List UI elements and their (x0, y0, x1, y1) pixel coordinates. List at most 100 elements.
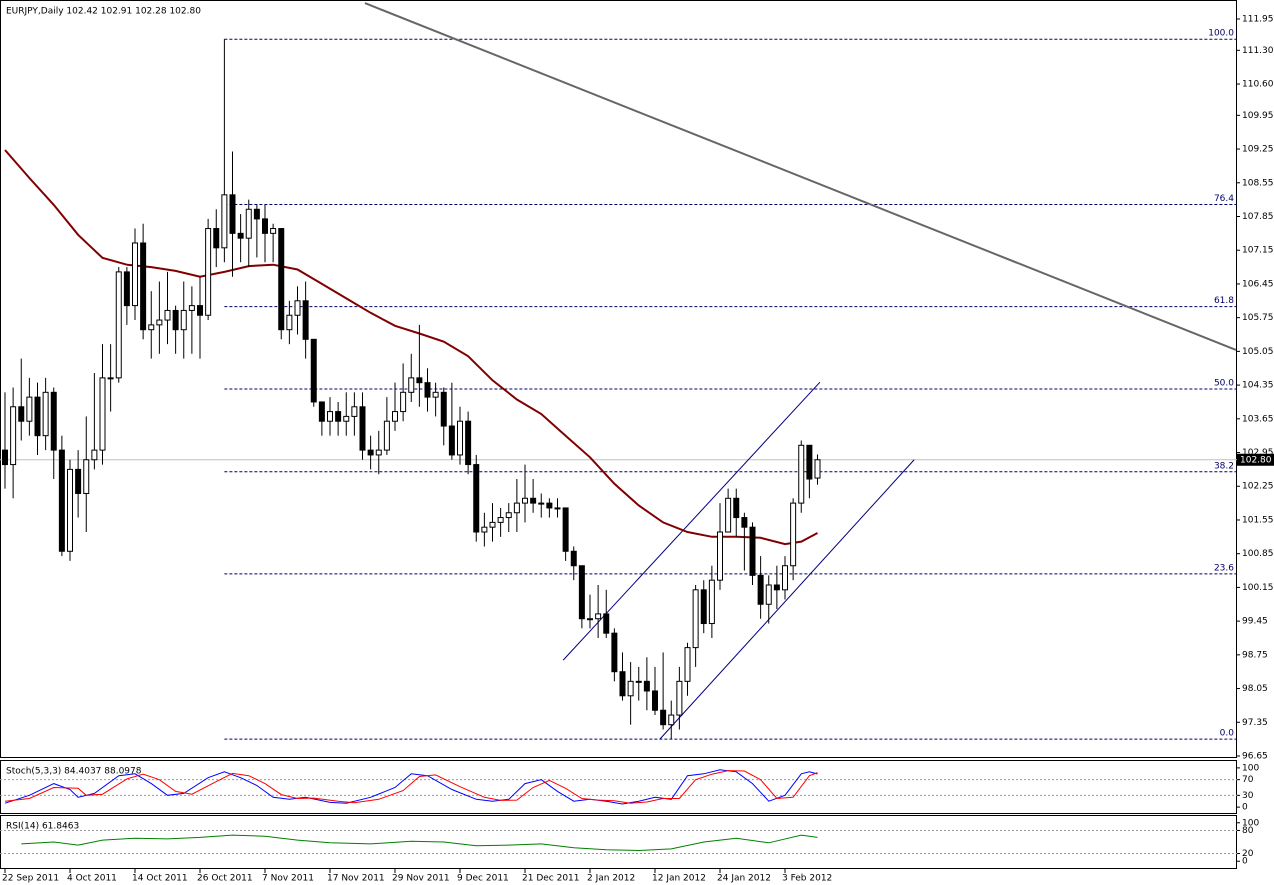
candle-body (546, 502, 553, 509)
y-tick-label: 111.30 (1242, 46, 1274, 56)
candle-body (359, 406, 366, 451)
y-tick-label: 104.35 (1242, 381, 1274, 391)
candle-body (611, 632, 618, 673)
candle-body (2, 449, 8, 466)
y-tick-label: 111.95 (1242, 15, 1274, 25)
candle-body (578, 565, 585, 620)
candle-body (343, 415, 350, 422)
y-tick-label: 80 (1242, 826, 1254, 836)
candle-body (140, 242, 147, 331)
candle-body (717, 531, 723, 581)
candle-body (253, 208, 260, 220)
candle-body (302, 300, 309, 340)
candle-body (505, 512, 512, 519)
y-tick-label: 101.55 (1242, 515, 1274, 525)
candle-body (522, 497, 528, 504)
candle-body (570, 550, 577, 567)
y-tick-label: 70 (1242, 775, 1254, 785)
candle-body (538, 502, 545, 505)
candle-body (473, 464, 480, 533)
x-tick-label: 22 Sep 2011 (2, 874, 59, 884)
candle-body (148, 324, 155, 331)
y-tick-label: 103.65 (1242, 414, 1274, 424)
candle-body (327, 411, 333, 422)
y-tick-label: 107.85 (1242, 212, 1274, 222)
candle-body (58, 449, 65, 552)
candle-body (668, 714, 675, 726)
candle-body (595, 613, 602, 620)
candle-body (700, 589, 707, 625)
candle-body (205, 228, 212, 316)
y-tick-label: 98.75 (1242, 650, 1268, 660)
y-tick-label: 30 (1242, 791, 1254, 801)
candle-body (107, 377, 114, 380)
stoch-panel (0, 760, 1237, 814)
candle-body (164, 309, 171, 321)
candle-body (457, 420, 463, 456)
candle-body (692, 589, 699, 649)
candle-body (448, 425, 455, 456)
y-tick-label: 100.85 (1242, 549, 1274, 559)
candle-body (562, 507, 569, 552)
x-tick-label: 29 Nov 2011 (392, 874, 450, 884)
candle-body (392, 411, 398, 422)
candle-body (188, 305, 195, 311)
candle-body (684, 647, 691, 682)
candle-body (367, 449, 374, 456)
candle-body (286, 314, 293, 331)
chart-title: EURJPY,Daily 102.42 102.91 102.28 102.80 (6, 7, 201, 17)
candle-body (245, 208, 252, 239)
x-tick-label: 2 Jan 2012 (587, 874, 635, 884)
candle-body (635, 680, 642, 683)
candle-body (400, 391, 407, 413)
indicator-line (21, 834, 818, 852)
candle-body (237, 232, 244, 239)
candle-body (489, 521, 496, 528)
candle-body (798, 444, 805, 504)
main-panel (0, 0, 1237, 758)
candle-body (619, 671, 626, 697)
candle-body (790, 502, 797, 567)
candle-body (375, 449, 382, 456)
rsi-panel (0, 815, 1237, 869)
y-tick-label: 108.55 (1242, 178, 1274, 188)
candle-body (440, 391, 447, 427)
y-tick-label: 99.45 (1242, 617, 1268, 627)
candle-body (335, 411, 342, 422)
candle-body (18, 406, 25, 422)
y-tick-label: 105.05 (1242, 347, 1274, 357)
candle-body (294, 300, 301, 316)
candle-body (310, 338, 317, 403)
indicator-line (4, 769, 818, 805)
y-tick-label: 100 (1242, 818, 1259, 828)
candle-body (262, 218, 268, 234)
candle-body (806, 444, 813, 480)
candle-body (554, 507, 561, 510)
fib-label: 38.2 (1214, 461, 1234, 471)
candle-body (416, 377, 423, 384)
candle-body (749, 526, 756, 576)
candle-body (757, 574, 764, 605)
fib-label: 50.0 (1214, 378, 1234, 388)
candle-body (627, 680, 634, 697)
candle-body (213, 228, 220, 249)
x-tick-label: 21 Dec 2011 (522, 874, 580, 884)
candle-body (530, 497, 537, 504)
candle-body (660, 709, 667, 726)
axes: 111.95 111.30 110.60 109.95 109.25 108.55 107.… (2, 15, 1274, 884)
candle-body (481, 526, 488, 533)
candle-body (197, 305, 203, 316)
x-tick-label: 14 Oct 2011 (132, 874, 188, 884)
fib-label: 76.4 (1214, 194, 1234, 204)
candle-body (10, 406, 17, 466)
candle-body (773, 584, 780, 591)
x-tick-label: 17 Nov 2011 (327, 874, 385, 884)
candle-body (603, 613, 610, 634)
candle-body (782, 565, 788, 591)
x-tick-label: 24 Jan 2012 (717, 874, 771, 884)
last-price-box (1237, 453, 1274, 466)
candle-body (351, 406, 358, 417)
y-tick-label: 97.35 (1242, 718, 1268, 728)
candle-body (708, 579, 715, 625)
